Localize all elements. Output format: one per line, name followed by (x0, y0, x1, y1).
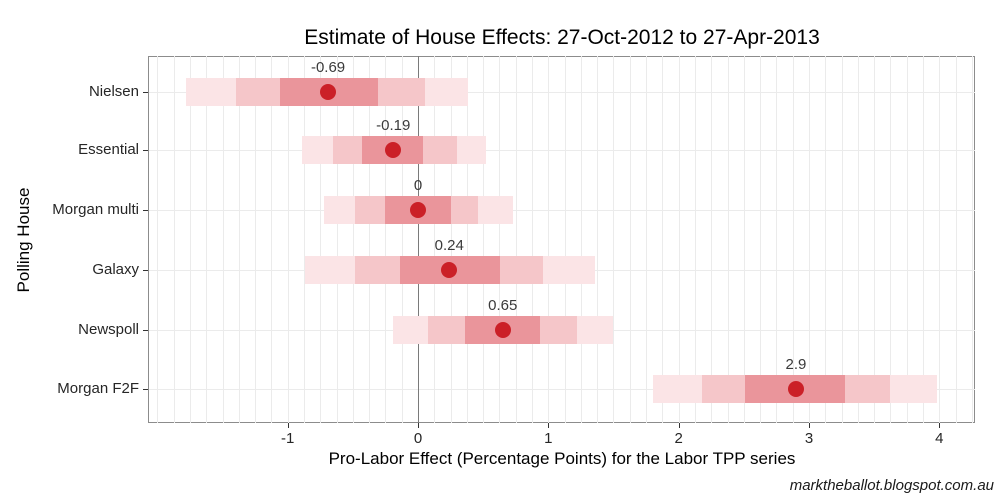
estimate-point (320, 84, 337, 100)
y-axis-tick (143, 330, 148, 331)
x-axis-tick (548, 423, 550, 428)
x-axis-tick (808, 423, 810, 428)
gridline-vertical (548, 56, 550, 423)
gridline-vertical (157, 56, 159, 423)
y-axis-category-label: Newspoll (78, 321, 139, 338)
gridline-horizontal (149, 150, 975, 151)
estimate-point (494, 322, 511, 338)
gridline-vertical (597, 56, 599, 423)
gridline-vertical (401, 56, 403, 423)
x-axis-tick-label: 2 (674, 430, 683, 447)
gridline-vertical (629, 56, 631, 423)
gridline-vertical (206, 56, 208, 423)
gridline-vertical (450, 56, 452, 423)
estimate-value-label: 0 (413, 177, 423, 194)
estimate-value-label: 2.9 (785, 356, 807, 373)
y-axis-tick (143, 150, 148, 151)
gridline-vertical (434, 56, 436, 423)
gridline-vertical (874, 56, 876, 423)
chart-title: Estimate of House Effects: 27-Oct-2012 t… (304, 26, 820, 49)
gridline-vertical (580, 56, 582, 423)
gridline-vertical (694, 56, 696, 423)
gridline-vertical (564, 56, 566, 423)
gridline-vertical (808, 56, 810, 423)
gridline-vertical (352, 56, 354, 423)
x-axis-tick (939, 423, 941, 428)
gridline-vertical (173, 56, 175, 423)
gridline-vertical (711, 56, 713, 423)
gridline-vertical (825, 56, 827, 423)
gridline-vertical (336, 56, 338, 423)
gridline-vertical (841, 56, 843, 423)
gridline-vertical (222, 56, 224, 423)
gridline-vertical (760, 56, 762, 423)
gridline-vertical (939, 56, 941, 423)
gridline-vertical (678, 56, 680, 423)
y-axis-tick (143, 270, 148, 271)
estimate-value-label: 0.24 (434, 237, 464, 254)
gridline-vertical (287, 56, 289, 423)
gridline-vertical (727, 56, 729, 423)
x-axis-title: Pro-Labor Effect (Percentage Points) for… (328, 449, 796, 468)
estimate-value-label: -0.69 (310, 59, 346, 76)
gridline-vertical (971, 56, 973, 423)
gridline-vertical (662, 56, 664, 423)
gridline-vertical (792, 56, 794, 423)
gridline-vertical (515, 56, 517, 423)
x-axis-tick (418, 423, 419, 428)
estimate-point (385, 142, 402, 158)
gridline-vertical (743, 56, 745, 423)
y-axis-category-label: Morgan multi (52, 201, 139, 218)
gridline-vertical (369, 56, 371, 423)
plot-panel (148, 56, 975, 423)
gridline-vertical (857, 56, 859, 423)
gridline-vertical (320, 56, 322, 423)
estimate-point (410, 202, 426, 218)
zero-reference-line (418, 56, 419, 423)
y-axis-category-label: Morgan F2F (57, 380, 139, 397)
gridline-vertical (483, 56, 485, 423)
gridline-vertical (499, 56, 501, 423)
gridline-vertical (906, 56, 908, 423)
gridline-vertical (923, 56, 925, 423)
gridline-vertical (955, 56, 957, 423)
gridline-vertical (385, 56, 387, 423)
gridline-vertical (303, 56, 305, 423)
gridline-horizontal (149, 210, 975, 211)
x-axis-tick (678, 423, 680, 428)
x-axis-tick-label: -1 (280, 430, 295, 447)
x-axis-tick (287, 423, 289, 428)
watermark: marktheballot.blogspot.com.au (789, 477, 994, 494)
y-axis-category-label: Nielsen (88, 83, 139, 100)
y-axis-tick (143, 210, 148, 211)
y-axis-category-label: Galaxy (92, 261, 139, 278)
gridline-vertical (613, 56, 615, 423)
x-axis-tick-label: 4 (935, 430, 944, 447)
gridline-vertical (646, 56, 648, 423)
x-axis-tick-label: 3 (804, 430, 814, 447)
estimate-point (441, 262, 458, 278)
estimate-value-label: -0.19 (376, 117, 411, 134)
gridline-horizontal (149, 92, 975, 93)
gridline-vertical (466, 56, 468, 423)
y-axis-tick (143, 92, 148, 93)
y-axis-tick (143, 389, 148, 390)
estimate-point (787, 381, 804, 397)
x-axis-tick-label: 1 (544, 430, 553, 447)
x-axis-tick-label: 0 (413, 430, 423, 447)
gridline-vertical (890, 56, 892, 423)
gridline-vertical (238, 56, 240, 423)
gridline-vertical (776, 56, 778, 423)
gridline-vertical (271, 56, 273, 423)
gridline-horizontal (149, 389, 975, 390)
gridline-vertical (532, 56, 534, 423)
y-axis-category-label: Essential (78, 141, 139, 158)
gridline-vertical (189, 56, 191, 423)
gridline-vertical (255, 56, 257, 423)
estimate-value-label: 0.65 (488, 297, 518, 314)
